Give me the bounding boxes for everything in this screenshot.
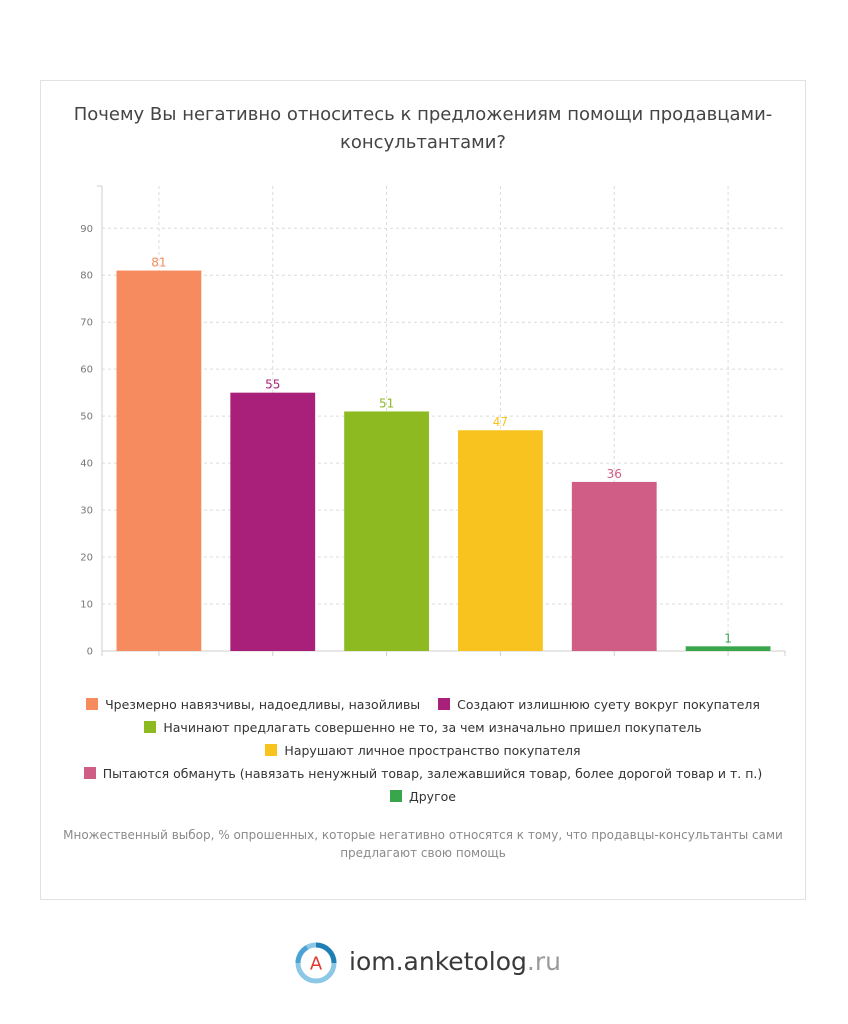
legend-swatch — [86, 698, 99, 710]
legend-row: Чрезмерно навязчивы, надоедливы, назойли… — [51, 693, 795, 716]
y-tick-label: 10 — [80, 600, 93, 611]
legend-item[interactable]: Начинают предлагать совершенно не то, за… — [144, 716, 702, 739]
data-label: 51 — [379, 396, 394, 410]
data-label: 1 — [724, 631, 732, 645]
chart-card: Почему Вы негативно относитесь к предлож… — [40, 80, 806, 900]
legend-item[interactable]: Создают излишнюю суету вокруг покупателя — [438, 693, 760, 716]
y-tick-label: 40 — [80, 459, 93, 470]
legend-row: Другое — [51, 785, 795, 808]
legend-label: Нарушают личное пространство покупателя — [284, 743, 581, 758]
y-tick-label: 70 — [80, 318, 93, 329]
bar — [571, 481, 657, 651]
logo-text: iom.anketolog.ru — [349, 946, 561, 978]
anketolog-logo-icon: A — [295, 942, 337, 984]
bar — [344, 411, 429, 651]
y-tick-label: 60 — [80, 365, 93, 376]
legend-label: Создают излишнюю суету вокруг покупателя — [457, 697, 760, 712]
legend-swatch — [389, 790, 402, 802]
legend-label: Пытаются обмануть (навязать ненужный тов… — [102, 766, 763, 781]
legend-row: Начинают предлагать совершенно не то, за… — [51, 716, 795, 739]
y-tick-label: 80 — [80, 271, 93, 282]
y-tick-label: 50 — [80, 412, 93, 423]
data-label: 47 — [493, 415, 508, 429]
legend-row: Пытаются обмануть (навязать ненужный тов… — [51, 762, 795, 785]
legend-item[interactable]: Пытаются обмануть (навязать ненужный тов… — [83, 762, 763, 785]
bar-chart: 0 10 20 30 40 50 60 70 80 90 81 55 51 47 36 1 — [80, 185, 786, 658]
logo-name: iom.anketolog — [349, 947, 527, 976]
legend-swatch — [438, 698, 451, 710]
legend-row: Нарушают личное пространство покупателя — [51, 739, 795, 762]
legend-label: Чрезмерно навязчивы, надоедливы, назойли… — [105, 697, 421, 712]
legend-item[interactable]: Нарушают личное пространство покупателя — [265, 739, 581, 762]
legend-label: Начинают предлагать совершенно не то, за… — [163, 720, 702, 735]
chart-title: Почему Вы негативно относитесь к предлож… — [73, 104, 773, 153]
data-labels: 81 55 51 47 36 1 — [151, 256, 732, 646]
y-tick-label: 20 — [80, 553, 93, 564]
chart-footnote: Множественный выбор, % опрошенных, котор… — [63, 828, 783, 860]
y-tick-label: 0 — [87, 647, 93, 658]
axes: 0 10 20 30 40 50 60 70 80 90 — [80, 185, 786, 658]
legend-item[interactable]: Чрезмерно навязчивы, надоедливы, назойли… — [86, 693, 420, 716]
y-tick-label: 30 — [80, 506, 93, 517]
svg-text:A: A — [310, 954, 323, 975]
legend-swatch — [265, 744, 278, 756]
bar — [685, 646, 771, 651]
legend-swatch — [83, 767, 96, 779]
y-tick-label: 90 — [80, 224, 93, 235]
bar — [116, 270, 202, 651]
data-label: 81 — [151, 256, 166, 270]
site-logo[interactable]: A iom.anketolog.ru — [293, 940, 573, 986]
grid — [102, 186, 785, 651]
bar — [458, 430, 543, 651]
data-label: 36 — [607, 467, 622, 481]
bar — [230, 392, 316, 651]
data-label: 55 — [265, 378, 280, 392]
legend-item[interactable]: Другое — [389, 785, 456, 808]
bars — [116, 270, 771, 651]
legend-label: Другое — [408, 789, 456, 804]
legend: Чрезмерно навязчивы, надоедливы, назойли… — [51, 693, 795, 808]
logo-tld: .ru — [526, 947, 561, 976]
legend-swatch — [144, 721, 157, 733]
